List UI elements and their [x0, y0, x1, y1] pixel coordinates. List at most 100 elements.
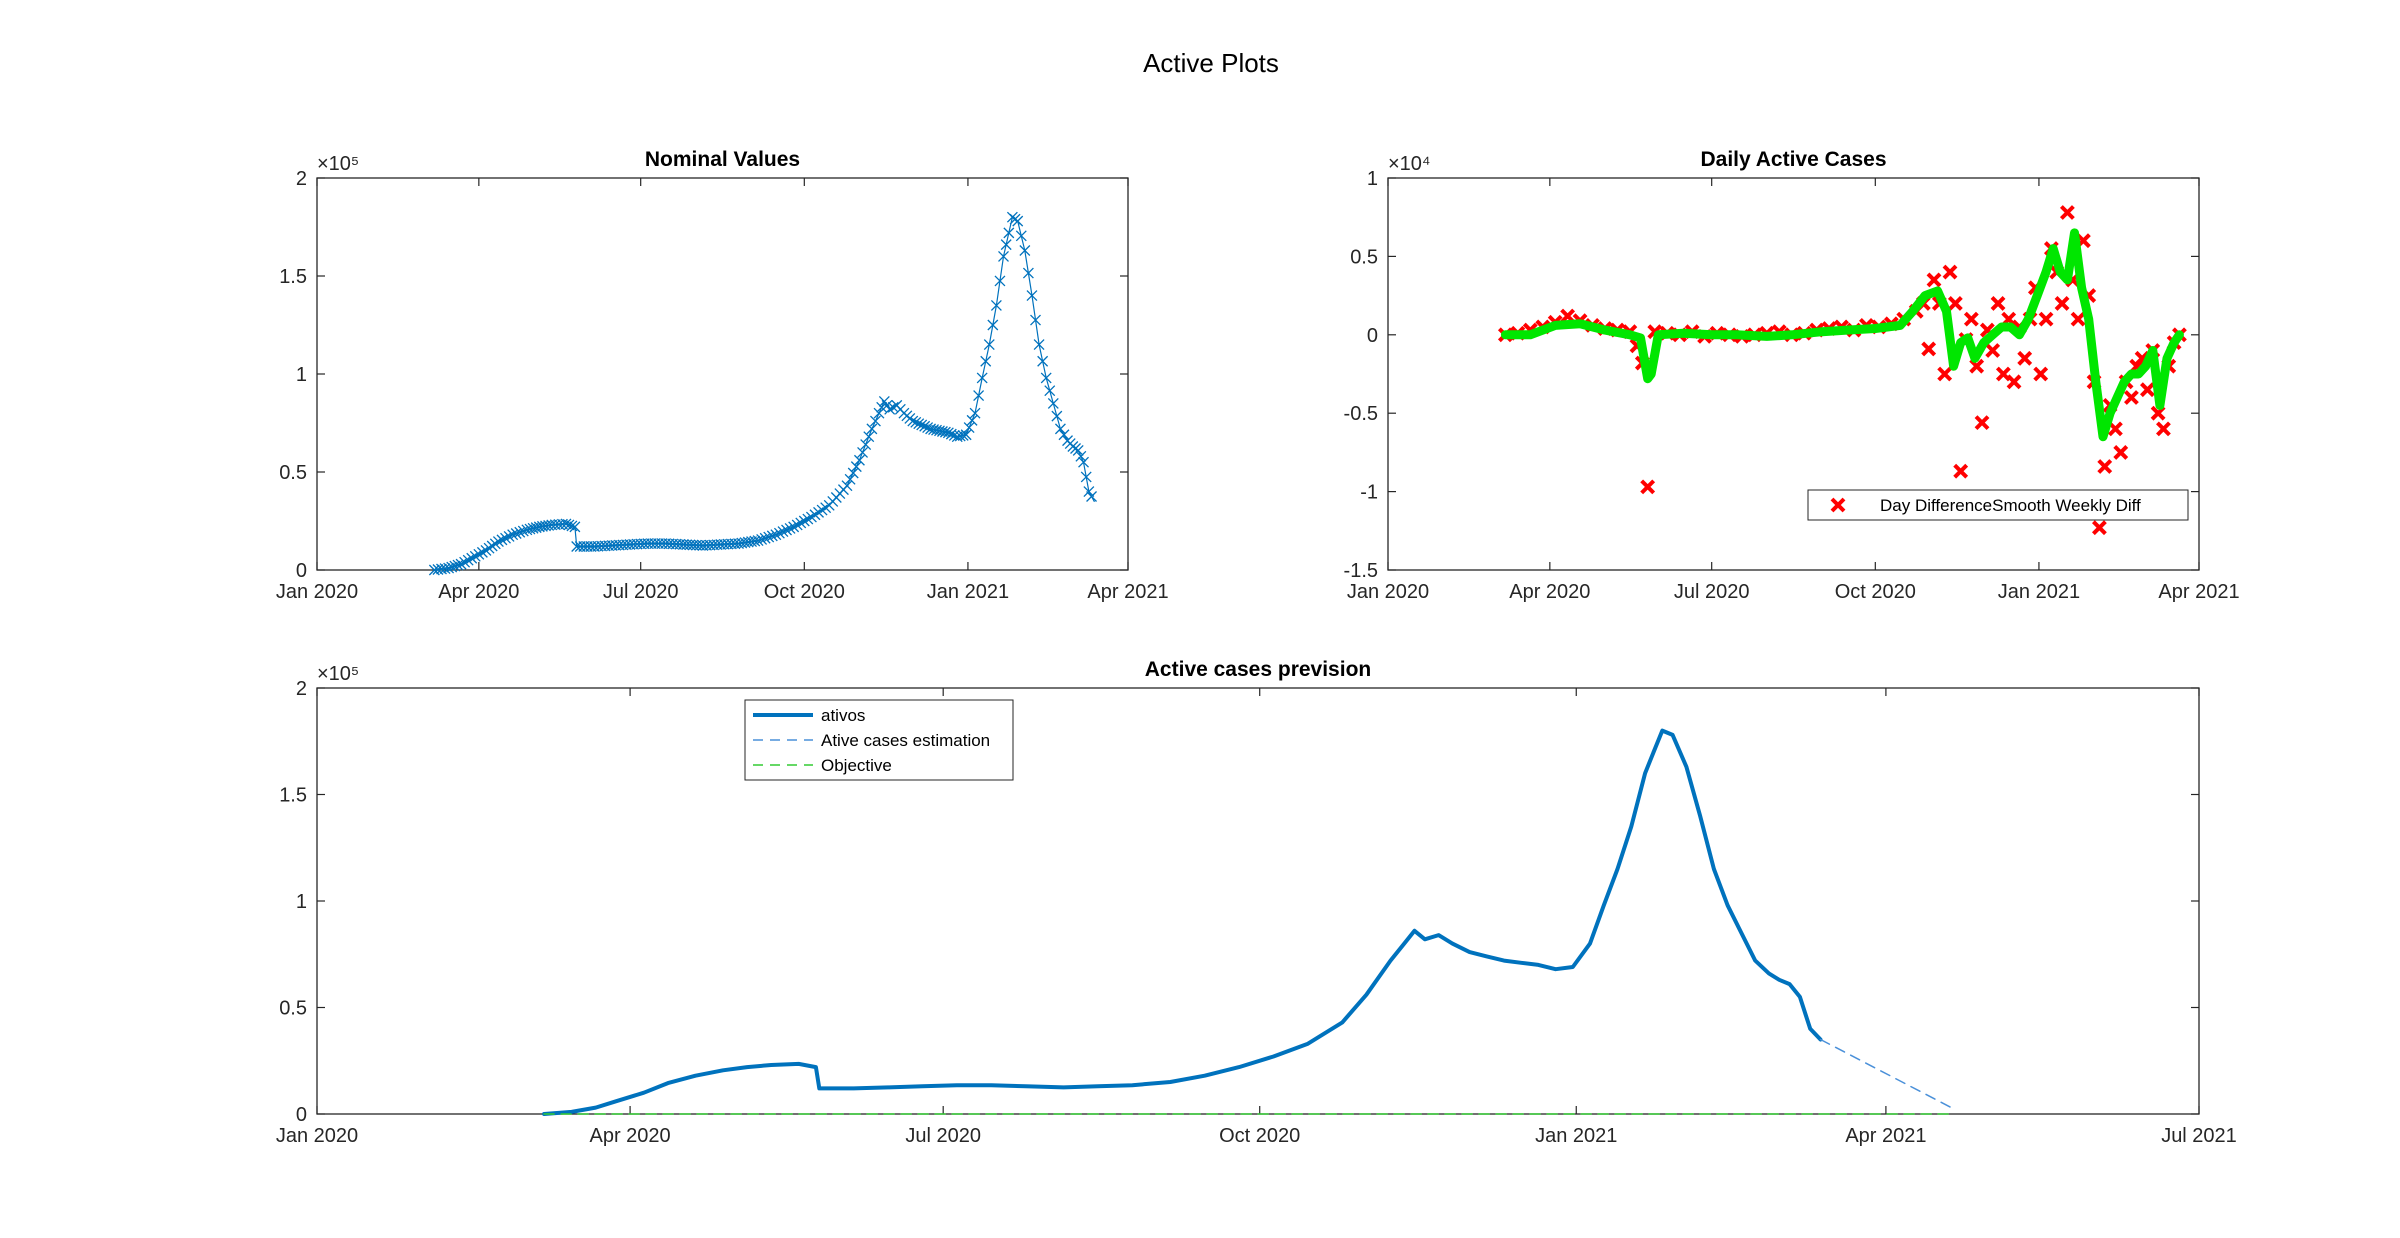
chart0-series-0-marker [990, 299, 1002, 311]
axes-daily-active-cases: Daily Active Cases Jan 2020 Apr 2020 Jul 20… [1344, 148, 2240, 603]
chart0-series-0-marker [960, 429, 972, 441]
chart0-series-0-marker [939, 426, 951, 438]
chart0-series-0-marker [1026, 290, 1038, 302]
chart0-series-0-marker [1072, 444, 1084, 456]
chart2-x-tick-label: Jan 2021 [1535, 1125, 1617, 1147]
chart0-series-0-marker [841, 480, 853, 492]
chart0-series-0-marker [887, 401, 899, 413]
chart0-series-0-marker [973, 390, 985, 402]
chart0-series-0-marker [473, 548, 485, 560]
chart0-series-0-marker [752, 535, 764, 547]
chart1-legend-text: Day DifferenceSmooth Weekly Diff [1880, 496, 2141, 515]
chart0-series-0-marker [922, 422, 934, 434]
chart0-series-0-marker [496, 534, 508, 546]
chart0-x-tick-label: Jan 2021 [927, 581, 1009, 603]
chart0-series-0-marker [443, 562, 455, 574]
chart1-series-day-difference-point [1921, 341, 1937, 357]
chart0-series-0-marker [1015, 230, 1027, 242]
chart1-series-day-difference-point [2156, 421, 2171, 437]
chart0-plot-area [316, 177, 1129, 571]
chart1-y-tick-label: -1.5 [1344, 560, 1378, 582]
chart0-series-0-marker [863, 431, 875, 443]
chart0-series-0-marker [802, 513, 814, 525]
chart2-x-tick-label: Apr 2020 [590, 1125, 671, 1147]
chart0-series-0-marker [860, 439, 872, 451]
chart1-x-tick-label: Apr 2021 [2158, 581, 2239, 603]
chart1-series-day-difference-point [1947, 296, 1963, 311]
chart0-series-0-marker [446, 561, 458, 573]
chart1-series-smooth-weekly-diff-line [1500, 228, 2184, 442]
chart0-series-0-marker [963, 422, 975, 434]
chart0-series-0-marker [942, 427, 954, 439]
chart0-series-0-marker [566, 520, 578, 532]
chart0-x-tick-label: Oct 2020 [764, 581, 845, 603]
chart0-series-0-marker [795, 517, 807, 529]
chart1-series-day-difference-point [2091, 520, 2107, 536]
chart0-series-0-marker [907, 415, 919, 427]
chart1-y-tick-label: -1 [1360, 482, 1378, 504]
chart0-series-0-marker [1047, 397, 1059, 409]
chart0-series-0-marker [763, 531, 775, 543]
chart2-x-tick-label: Oct 2020 [1219, 1125, 1300, 1147]
chart1-y-tick-label: -0.5 [1344, 403, 1378, 425]
chart0-series-0-marker [749, 535, 761, 547]
chart2-y-tick-label: 0.5 [279, 998, 307, 1020]
chart0-series-0-marker [469, 550, 481, 562]
chart0-series-0-marker [455, 558, 467, 570]
chart2-plot-area [316, 687, 2200, 1115]
chart0-series-0-marker [524, 523, 536, 535]
chart0-y-tick-label: 1.5 [279, 266, 307, 288]
chart1-y-tick-label: 1 [1367, 168, 1378, 190]
chart0-series-0-marker [503, 530, 515, 542]
chart2-y-tick-label: 2 [296, 678, 307, 700]
chart0-series-0-marker [969, 407, 981, 419]
chart0-series-0-marker [1019, 245, 1031, 256]
chart0-series-0-marker [1078, 456, 1089, 468]
chart0-series-0-marker [1058, 429, 1070, 441]
chart0-title: Nominal Values [645, 148, 800, 171]
chart0-series-0-marker [853, 454, 865, 466]
chart2-title: Active cases prevision [1145, 658, 1371, 681]
chart0-series-0-marker [517, 525, 529, 537]
chart0-series-0-marker [766, 530, 778, 542]
chart0-series-0-marker [980, 355, 992, 367]
chart2-legend-text: Objective [821, 756, 892, 775]
chart1-series-day-difference-point [1942, 264, 1958, 280]
chart1-series-day-difference-point [1963, 311, 1979, 327]
chart0-series-0-marker [466, 552, 478, 564]
chart1-series-day-difference-point [1926, 272, 1942, 288]
figure-title: Active Plots [1143, 48, 1279, 78]
chart0-x-tick-label: Jan 2020 [276, 581, 358, 603]
chart1-series-day-difference-point [2124, 390, 2139, 405]
chart1-series-day-difference-point [2097, 459, 2113, 474]
chart0-series-0-marker [569, 521, 581, 533]
chart0-series-0-marker [1040, 372, 1052, 384]
chart1-series-day-difference-point [1974, 415, 1990, 431]
axes-active-cases-prevision: Active cases prevision Jan 2020 Apr 2020 Ju… [276, 658, 2237, 1147]
chart0-series-0-marker [857, 446, 869, 458]
chart0-series-0-marker [916, 419, 928, 431]
chart1-series-day-difference-point [2140, 382, 2155, 398]
chart2-y-exponent-label: ×10⁵ [317, 663, 359, 685]
chart0-series-0-marker [884, 403, 896, 415]
chart0-series-0-marker [521, 524, 533, 536]
chart0-series-0-marker [777, 526, 789, 538]
chart0-y-tick-label: 2 [296, 168, 307, 190]
chart0-series-0-marker [449, 560, 461, 572]
chart0-series-0-marker [987, 319, 999, 331]
chart0-series-0-marker [791, 519, 803, 531]
chart1-series-day-difference-point [2059, 205, 2075, 220]
axes-nominal-values: Nominal Values Jan 2020 Apr 2020 Jul 2020 Oc… [276, 148, 1169, 603]
chart1-x-tick-label: Jan 2021 [1998, 581, 2080, 603]
chart0-series-0-marker [1022, 267, 1034, 279]
chart0-series-0-marker [1033, 339, 1045, 351]
chart0-series-0-marker [1037, 355, 1049, 367]
chart0-series-0-marker [1054, 423, 1066, 435]
chart0-y-tick-label: 0 [296, 560, 307, 582]
chart0-series-0-marker [1051, 410, 1063, 422]
chart1-series-day-difference-point [2017, 350, 2033, 366]
chart1-series-day-difference-point [1937, 366, 1953, 382]
chart0-series-0-marker [919, 420, 931, 432]
chart0-series-0-marker [850, 461, 862, 473]
